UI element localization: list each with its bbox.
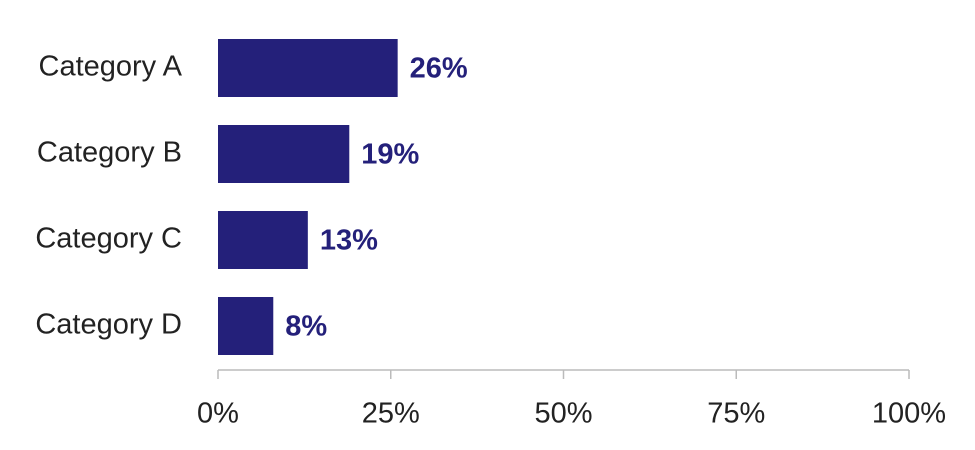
value-label: 26% (410, 53, 468, 85)
y-tick-label: Category C (35, 223, 182, 255)
bar (218, 297, 274, 355)
x-tick-label: 0% (197, 398, 239, 430)
bar (218, 39, 398, 97)
bar (218, 125, 350, 183)
value-label: 13% (320, 225, 378, 257)
value-label: 8% (285, 311, 327, 343)
x-tick-label: 50% (534, 398, 592, 430)
value-label: 19% (361, 139, 419, 171)
y-tick-label: Category D (35, 309, 182, 341)
y-tick-label: Category B (37, 137, 182, 169)
x-tick-label: 25% (362, 398, 420, 430)
x-tick-label: 75% (707, 398, 765, 430)
y-tick-label: Category A (39, 51, 183, 83)
bar (218, 211, 308, 269)
x-tick-label: 100% (872, 398, 946, 430)
